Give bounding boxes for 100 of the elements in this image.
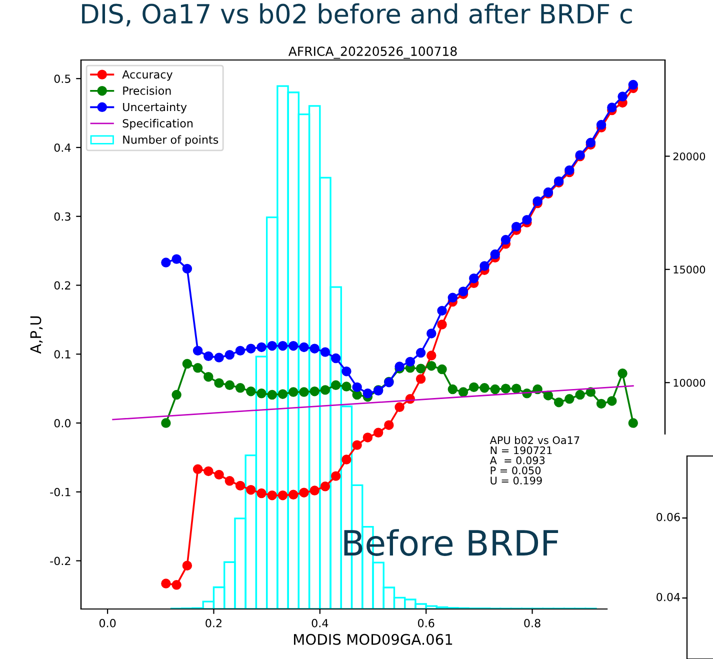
point	[320, 482, 330, 492]
y2-tick-label: 20000	[673, 152, 706, 160]
point	[172, 254, 182, 264]
y-axis-title: A,P,U	[30, 316, 43, 354]
point	[416, 348, 426, 358]
point	[596, 398, 606, 409]
x-tick-label: 0.0	[99, 618, 116, 628]
point	[342, 366, 352, 376]
point	[607, 396, 617, 406]
point	[288, 387, 298, 397]
x-tick-label: 0.6	[418, 618, 434, 628]
point	[192, 363, 203, 373]
point	[278, 490, 288, 500]
point	[448, 292, 458, 303]
point	[310, 344, 320, 354]
point	[192, 346, 203, 356]
point	[161, 578, 171, 588]
point	[500, 234, 511, 245]
point	[511, 384, 522, 394]
point	[618, 92, 628, 102]
point	[192, 464, 203, 474]
point	[384, 420, 394, 430]
y-tick-label: 0.3	[54, 212, 70, 221]
point	[373, 428, 384, 438]
point	[426, 328, 436, 338]
x-tick-label: 0.4	[312, 618, 328, 628]
point	[161, 418, 171, 428]
point	[554, 397, 564, 408]
point	[437, 364, 447, 374]
point	[299, 387, 309, 397]
point	[469, 274, 479, 284]
point	[235, 346, 246, 356]
point	[628, 80, 638, 90]
point	[564, 394, 574, 404]
point	[500, 384, 511, 394]
point	[480, 261, 490, 271]
point	[256, 342, 266, 352]
legend-label: Accuracy	[122, 70, 173, 81]
y-tick-label: 0.2	[54, 281, 70, 290]
point	[575, 390, 585, 400]
point	[204, 466, 214, 476]
point	[310, 486, 320, 496]
point	[490, 249, 500, 260]
point	[267, 490, 277, 500]
point	[310, 386, 320, 396]
point	[214, 352, 224, 362]
point	[426, 360, 436, 371]
point	[224, 476, 235, 486]
point	[299, 342, 309, 352]
point	[256, 488, 266, 498]
point	[204, 372, 214, 382]
point	[437, 306, 447, 316]
point	[246, 484, 256, 495]
point	[352, 382, 362, 392]
point	[426, 350, 436, 360]
point	[448, 384, 458, 394]
point	[320, 347, 330, 357]
y-tick-label: 0.0	[54, 418, 71, 428]
point	[490, 384, 500, 394]
chart-title: AFRICA_20220526_100718	[288, 46, 457, 59]
point	[246, 386, 256, 396]
y-tick-label: 0.1	[54, 350, 70, 359]
point	[214, 378, 224, 388]
point	[416, 374, 426, 384]
point	[607, 102, 617, 112]
legend-label: Precision	[123, 86, 171, 95]
point	[480, 383, 490, 393]
point	[288, 341, 298, 351]
point	[342, 382, 352, 392]
point	[235, 480, 246, 491]
point	[182, 560, 192, 570]
point	[267, 341, 277, 351]
annotation: 0.04	[656, 592, 680, 602]
point	[437, 320, 447, 330]
y-tick-label: -0.1	[50, 488, 70, 496]
point	[362, 432, 373, 442]
point	[543, 390, 554, 400]
annotation: 0.06	[656, 512, 680, 522]
legend-label: Specification	[122, 118, 193, 130]
x-axis-title: MODIS MOD09GA.061	[294, 634, 452, 645]
point	[182, 264, 192, 274]
point	[224, 350, 235, 360]
point	[246, 344, 256, 354]
x-tick-label: 0.2	[206, 618, 222, 628]
point	[214, 470, 224, 480]
legend-label: Number of points	[123, 135, 218, 146]
x-tick-label: 0.8	[524, 618, 540, 628]
point	[596, 120, 606, 130]
point	[172, 390, 182, 400]
point	[342, 454, 352, 464]
point	[204, 351, 214, 362]
point	[618, 368, 628, 378]
point	[172, 580, 182, 590]
point	[182, 358, 192, 369]
point	[352, 440, 362, 450]
point	[394, 402, 404, 412]
point	[469, 382, 479, 392]
point	[416, 364, 426, 374]
point	[330, 353, 341, 364]
y-tick-label: 0.5	[54, 74, 70, 83]
